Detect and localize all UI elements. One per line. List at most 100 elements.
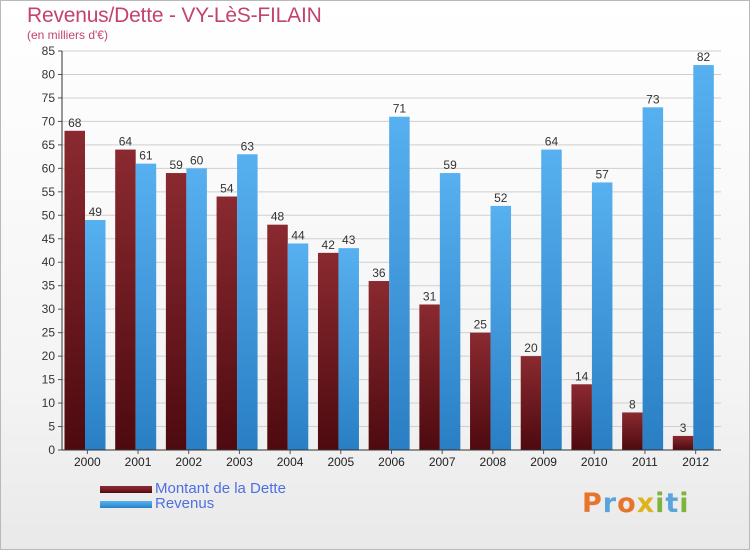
data-label-revenus: 49	[89, 205, 103, 219]
y-tick-label: 35	[42, 279, 56, 293]
bars	[64, 65, 714, 451]
bar-revenus	[490, 205, 512, 450]
bar-revenus	[338, 248, 359, 450]
x-tick-label: 2006	[378, 455, 405, 469]
bar-dette	[672, 435, 694, 450]
y-tick-label: 40	[42, 255, 56, 269]
x-tick-label: 2009	[530, 455, 557, 469]
data-label-dette: 25	[474, 318, 488, 332]
data-labels: 68 49 64 61 59 60 54 63 48 44 42 43 36 71 31 59 25 52 20 64…	[68, 50, 710, 435]
bar-revenus	[186, 168, 207, 450]
y-tick-label: 45	[42, 232, 56, 246]
data-label-revenus: 61	[139, 149, 153, 163]
x-tick-label: 2008	[480, 455, 507, 469]
bar-dette	[317, 252, 339, 450]
data-label-revenus: 44	[291, 228, 305, 242]
data-label-dette: 14	[575, 369, 589, 383]
data-label-revenus: 57	[595, 167, 609, 181]
legend-label-revenus: Revenus	[155, 495, 215, 512]
y-tick-label: 20	[42, 349, 56, 363]
y-tick-label: 80	[42, 67, 56, 81]
y-tick-label: 70	[42, 114, 56, 128]
data-label-dette: 64	[119, 135, 133, 149]
data-label-revenus: 60	[190, 153, 204, 167]
data-label-revenus: 59	[443, 158, 457, 172]
bar-dette	[115, 149, 136, 450]
x-tick-label: 2012	[682, 455, 709, 469]
x-tick-label: 2000	[74, 455, 101, 469]
data-label-dette: 20	[524, 341, 538, 355]
x-tick-label: 2004	[277, 455, 304, 469]
bar-revenus	[237, 154, 258, 451]
x-tick-label: 2007	[429, 455, 456, 469]
bar-revenus	[541, 149, 562, 450]
proxiti-logo: Proxiti	[582, 488, 690, 519]
bar-dette	[216, 196, 238, 450]
data-label-dette: 31	[423, 289, 437, 303]
bar-revenus	[85, 219, 106, 450]
bar-revenus	[135, 163, 157, 451]
bar-dette	[622, 412, 643, 450]
y-tick-label: 10	[42, 396, 56, 410]
y-tick-label: 0	[48, 443, 55, 457]
data-label-revenus: 63	[241, 139, 255, 153]
bar-revenus	[287, 243, 309, 450]
logo-letter: r	[602, 488, 618, 519]
bar-dette	[368, 281, 390, 450]
bar-dette	[520, 356, 542, 450]
logo-letter: x	[636, 488, 656, 519]
data-label-revenus: 43	[342, 233, 356, 247]
legend-swatch-dette	[100, 486, 152, 493]
bar-dette	[64, 130, 85, 451]
bar-revenus	[439, 173, 461, 450]
chart-title: Revenus/Dette - VY-LèS-FILAIN	[27, 4, 322, 27]
data-label-revenus: 82	[697, 50, 711, 64]
chart-subtitle: (en milliers d'€)	[27, 28, 108, 42]
data-label-dette: 8	[629, 397, 636, 411]
legend-swatch-revenus	[100, 501, 152, 508]
data-label-revenus: 71	[393, 102, 407, 116]
bar-revenus	[389, 116, 410, 450]
bar-dette	[165, 173, 187, 450]
y-tick-label: 60	[42, 161, 56, 175]
data-label-dette: 59	[169, 158, 183, 172]
bar-dette	[571, 384, 592, 450]
y-tick-label: 85	[42, 44, 56, 58]
data-label-revenus: 73	[646, 92, 660, 106]
data-label-dette: 36	[372, 266, 386, 280]
data-label-revenus: 64	[545, 135, 559, 149]
axes: 0 5 10 15 20 25 30 35 40 45 50 55 60 65 70 75 80 85 2000 20…	[42, 44, 721, 469]
bar-revenus	[693, 65, 714, 451]
bar-dette	[419, 304, 440, 450]
y-tick-label: 75	[42, 91, 56, 105]
y-tick-label: 5	[48, 420, 55, 434]
logo-letter: P	[582, 488, 603, 519]
logo-letter: o	[617, 488, 637, 519]
data-label-dette: 68	[68, 116, 82, 130]
bar-dette	[470, 332, 491, 450]
y-tick-label: 50	[42, 208, 56, 222]
data-label-dette: 42	[322, 238, 336, 252]
legend-label-dette: Montant de la Dette	[155, 480, 286, 497]
x-tick-label: 2010	[581, 455, 608, 469]
bar-dette	[267, 224, 288, 450]
y-tick-label: 15	[42, 373, 56, 387]
y-tick-label: 65	[42, 138, 56, 152]
x-tick-label: 2001	[125, 455, 152, 469]
x-tick-label: 2005	[327, 455, 354, 469]
y-tick-label: 55	[42, 185, 56, 199]
logo-letter: t	[665, 488, 680, 519]
bar-revenus	[591, 182, 613, 450]
y-tick-label: 30	[42, 302, 56, 316]
x-tick-label: 2011	[632, 455, 658, 469]
bar-revenus	[642, 107, 664, 451]
data-label-revenus: 52	[494, 191, 508, 205]
data-label-dette: 3	[680, 421, 687, 435]
data-label-dette: 54	[220, 182, 234, 196]
y-tick-label: 25	[42, 326, 56, 340]
x-tick-label: 2002	[175, 455, 202, 469]
logo-letter: i	[655, 488, 666, 519]
data-label-dette: 48	[271, 210, 285, 224]
x-tick-label: 2003	[226, 455, 253, 469]
